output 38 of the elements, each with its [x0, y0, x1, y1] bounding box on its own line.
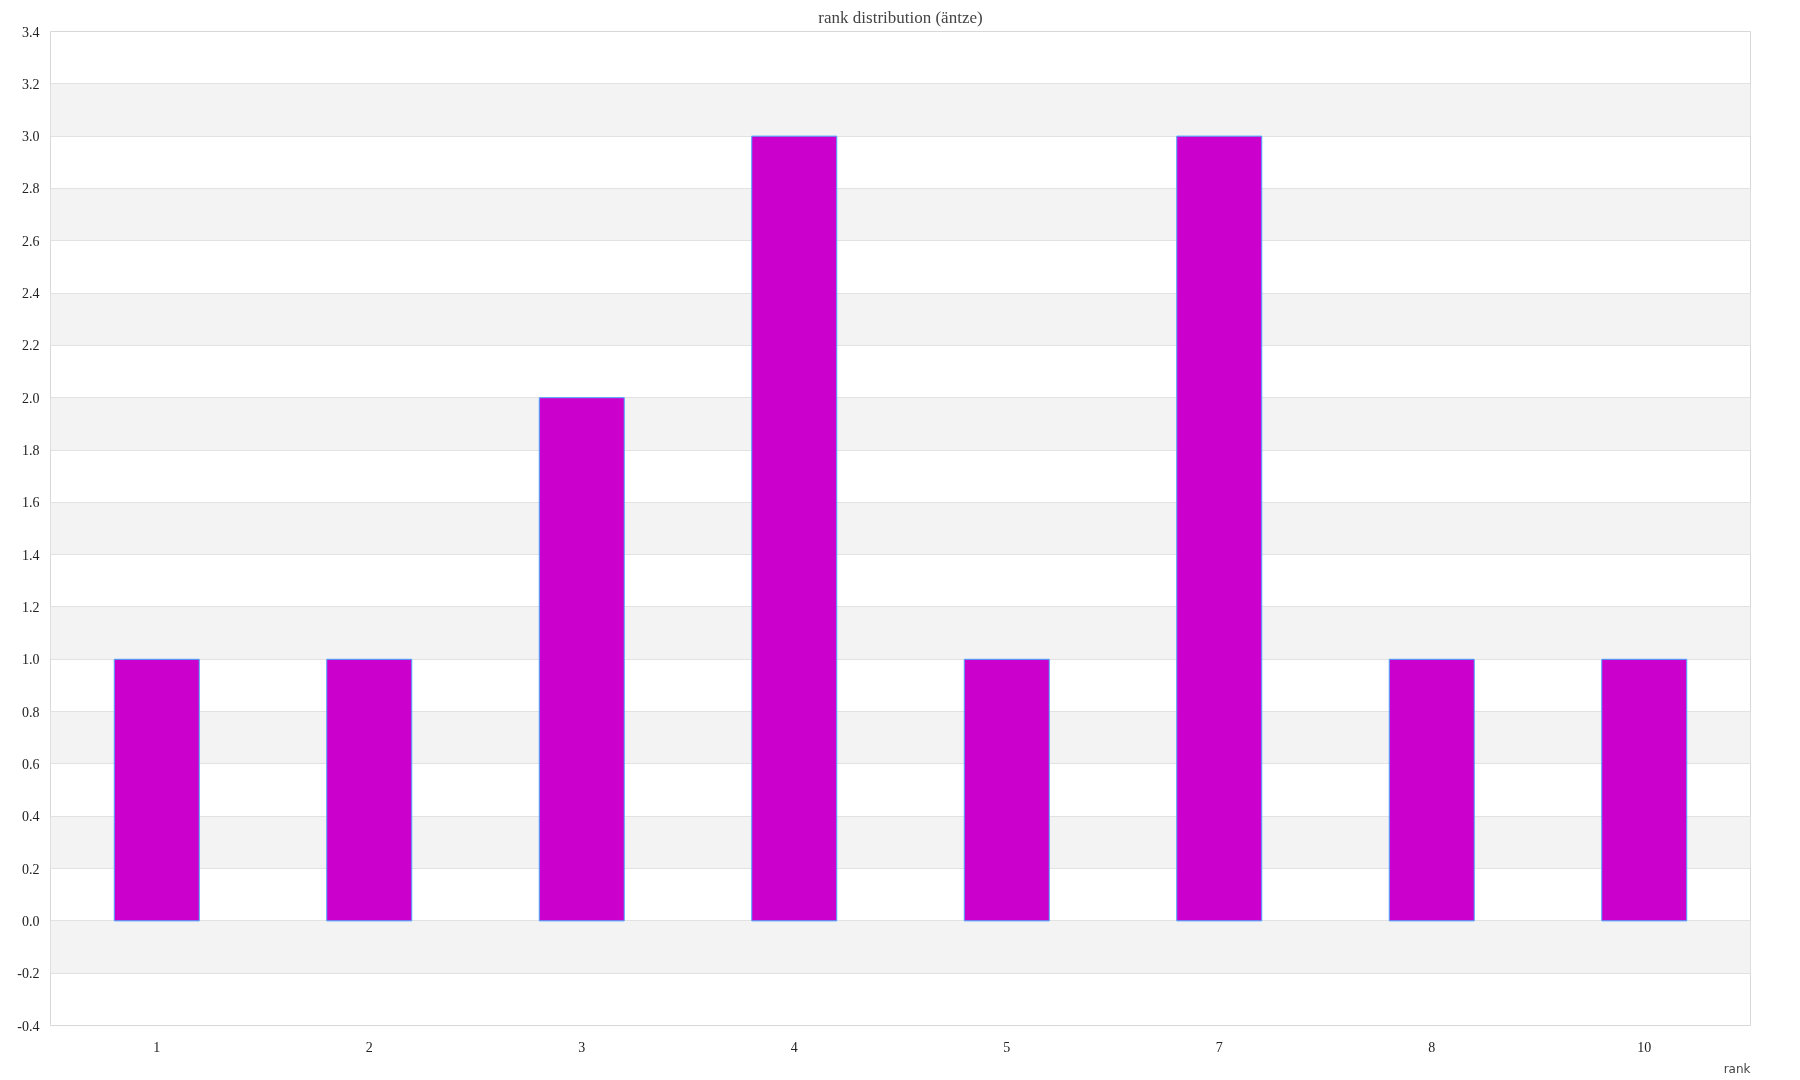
y-tick-label: 2.0 [22, 390, 40, 406]
bar [538, 397, 625, 922]
bar [1388, 658, 1475, 922]
x-tick-label: 8 [1428, 1039, 1436, 1055]
y-tick-label: 3.2 [22, 76, 40, 92]
x-tick-label: 3 [578, 1039, 586, 1055]
x-tick-label: 1 [153, 1039, 161, 1055]
y-tick-label: 2.4 [22, 286, 40, 302]
y-tick-label: 0.2 [22, 861, 40, 877]
y-tick-label: 1.8 [22, 443, 40, 459]
bar [1601, 658, 1688, 922]
y-tick-label: 0.8 [22, 704, 40, 720]
y-tick-label: 1.2 [22, 599, 40, 615]
x-tick-label: 7 [1215, 1039, 1223, 1055]
x-tick-label: 10 [1637, 1039, 1652, 1055]
x-axis-title: rank [1723, 1061, 1751, 1076]
y-tick-label: 2.8 [22, 181, 40, 197]
bar [963, 658, 1050, 922]
y-tick-label: 3.0 [22, 129, 40, 145]
y-tick-label: 0.6 [22, 756, 40, 772]
y-tick-label: 1.6 [22, 495, 40, 511]
y-tick-label: -0.2 [17, 966, 40, 982]
y-tick-label: 2.6 [22, 233, 40, 249]
y-tick-label: 0.4 [22, 809, 40, 825]
bar [113, 658, 200, 922]
y-tick-label: 0.0 [22, 913, 40, 929]
y-tick-label: -0.4 [17, 1018, 40, 1034]
bar [751, 135, 838, 922]
x-tick-label: 2 [365, 1039, 373, 1055]
x-tick-label: 5 [1003, 1039, 1011, 1055]
chart-title: rank distribution (äntze) [818, 7, 983, 27]
bar [326, 658, 413, 922]
y-tick-label: 2.2 [22, 338, 40, 354]
y-tick-label: 1.4 [22, 547, 40, 563]
y-tick-label: 3.4 [22, 24, 40, 40]
x-tick-label: 4 [790, 1039, 798, 1055]
y-tick-label: 1.0 [22, 652, 40, 668]
bar [1176, 135, 1263, 922]
